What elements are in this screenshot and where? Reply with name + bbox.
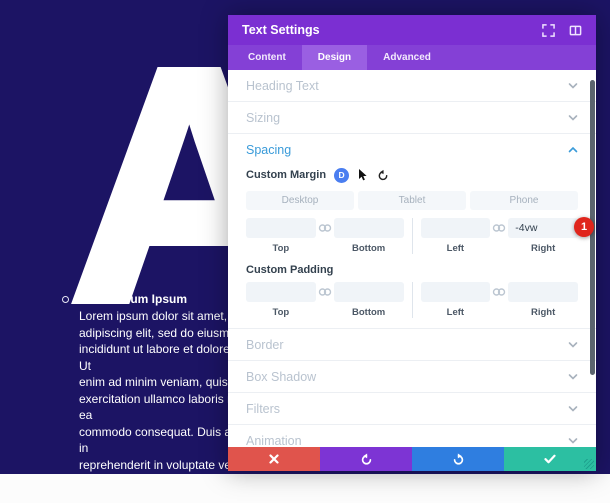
cursor-icon[interactable] <box>357 168 369 182</box>
margin-right-input[interactable] <box>508 218 578 238</box>
device-tab-desktop[interactable]: Desktop <box>246 191 354 210</box>
vertical-divider <box>411 282 413 318</box>
responsive-device-tabs: Desktop Tablet Phone <box>246 191 578 210</box>
bullet-icon <box>62 296 69 303</box>
tab-advanced[interactable]: Advanced <box>383 52 431 63</box>
modal-body: Heading Text Sizing Spacing Custom Margi… <box>228 70 596 447</box>
chevron-down-icon <box>568 405 578 412</box>
margin-bottom-field: Bottom <box>333 218 404 254</box>
margin-left-field: Left <box>420 218 491 254</box>
cancel-button[interactable] <box>228 447 320 471</box>
padding-left-input[interactable] <box>420 282 491 302</box>
redo-icon <box>453 453 463 465</box>
undo-icon <box>361 453 371 465</box>
link-values-icon[interactable] <box>492 287 506 297</box>
margin-bottom-input[interactable] <box>333 218 404 238</box>
device-tab-phone[interactable]: Phone <box>470 191 578 210</box>
desktop-indicator-badge[interactable]: D <box>334 167 350 183</box>
modal-header[interactable]: Text Settings <box>228 15 596 45</box>
link-values-icon[interactable] <box>318 223 332 233</box>
margin-left-input[interactable] <box>420 218 491 238</box>
modal-title: Text Settings <box>242 23 320 37</box>
section-filters[interactable]: Filters <box>228 393 596 425</box>
modal-tab-bar: Content Design Advanced <box>228 45 596 70</box>
expand-icon[interactable] <box>542 23 555 37</box>
resize-grip[interactable] <box>584 459 594 469</box>
section-sizing[interactable]: Sizing <box>228 102 596 134</box>
custom-margin-row: Custom Margin D <box>246 165 578 185</box>
section-box-shadow[interactable]: Box Shadow <box>228 361 596 393</box>
vertical-divider <box>411 218 413 254</box>
padding-bottom-field: Bottom <box>333 282 404 318</box>
notification-badge: 1 <box>574 217 594 237</box>
chevron-down-icon <box>568 114 578 121</box>
dock-window-icon[interactable] <box>569 24 582 37</box>
tab-content[interactable]: Content <box>248 52 286 63</box>
chevron-down-icon <box>568 82 578 89</box>
padding-top-input[interactable] <box>246 282 316 302</box>
section-heading-text[interactable]: Heading Text <box>228 70 596 102</box>
save-button[interactable] <box>504 447 596 471</box>
fact-title: Fact: Lorum Ipsum <box>79 292 188 306</box>
redo-button[interactable] <box>412 447 504 471</box>
section-spacing[interactable]: Spacing <box>228 134 596 165</box>
device-tab-tablet[interactable]: Tablet <box>358 191 466 210</box>
chevron-up-icon <box>568 146 578 152</box>
link-values-icon[interactable] <box>492 223 506 233</box>
padding-right-field: Right <box>508 282 578 318</box>
text-settings-modal: Text Settings Content Design Advanced He… <box>228 15 596 471</box>
section-animation[interactable]: Animation <box>228 425 596 447</box>
spacing-panel: Custom Margin D Desktop Tablet Phone <box>228 165 596 329</box>
margin-top-field: Top <box>246 218 316 254</box>
margin-right-field: Right <box>508 218 578 254</box>
padding-top-field: Top <box>246 282 316 318</box>
chevron-down-icon <box>568 373 578 380</box>
margin-fields-row: Top Bottom Left <box>246 218 578 254</box>
link-values-icon[interactable] <box>318 287 332 297</box>
check-icon <box>544 454 556 464</box>
padding-left-field: Left <box>420 282 491 318</box>
custom-margin-label: Custom Margin <box>246 169 327 181</box>
section-border[interactable]: Border <box>228 329 596 361</box>
tab-design[interactable]: Design <box>301 45 368 70</box>
close-icon <box>269 454 279 464</box>
reset-icon[interactable] <box>377 169 389 182</box>
padding-right-input[interactable] <box>508 282 578 302</box>
margin-top-input[interactable] <box>246 218 316 238</box>
padding-fields-row: Top Bottom Left <box>246 282 578 318</box>
custom-padding-label: Custom Padding <box>246 264 334 276</box>
undo-button[interactable] <box>320 447 412 471</box>
padding-bottom-input[interactable] <box>333 282 404 302</box>
modal-footer <box>228 447 596 471</box>
chevron-down-icon <box>568 437 578 444</box>
chevron-down-icon <box>568 341 578 348</box>
